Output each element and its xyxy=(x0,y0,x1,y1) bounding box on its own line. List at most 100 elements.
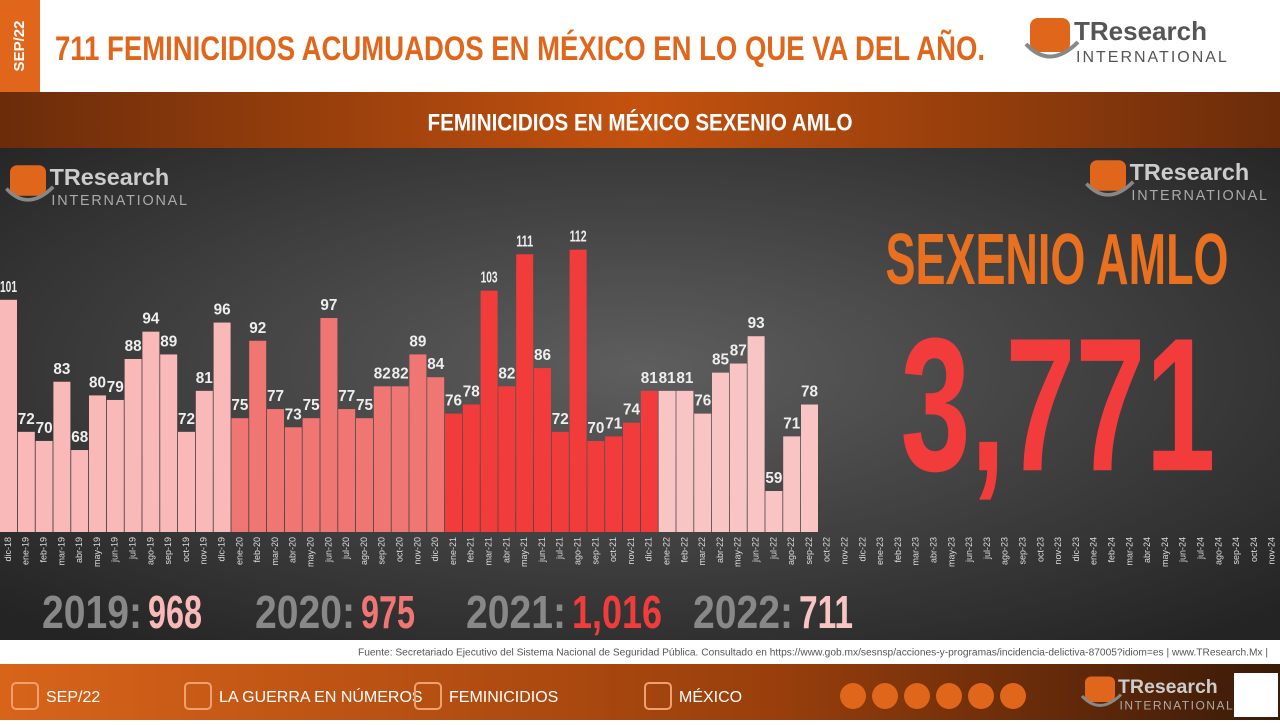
x-tick-label: feb-22 xyxy=(679,537,689,563)
footer-item: SEP/22 xyxy=(46,689,100,706)
bar xyxy=(320,318,338,532)
bar xyxy=(765,491,783,532)
data-label: 72 xyxy=(552,411,569,428)
x-tick-label: jul-20 xyxy=(341,537,351,560)
logo-tagline: INTERNATIONAL xyxy=(1131,188,1268,204)
social-icon xyxy=(872,683,898,709)
x-tick-label: nov-21 xyxy=(626,537,636,565)
data-label: 82 xyxy=(374,365,391,382)
logo-name: TResearch xyxy=(1130,159,1250,185)
logo-icon xyxy=(1090,160,1126,191)
logo-name: TResearch xyxy=(1118,676,1218,698)
footer-icon xyxy=(644,682,672,710)
bar xyxy=(801,404,818,532)
x-tick-label: jul-24 xyxy=(1195,537,1205,560)
data-label: 77 xyxy=(267,388,284,405)
x-tick-label: abr-19 xyxy=(74,537,84,563)
data-label: 86 xyxy=(534,347,551,364)
headline-label: SEXENIO AMLO xyxy=(886,220,1229,300)
bar xyxy=(302,418,320,532)
data-label: 111 xyxy=(516,233,533,250)
bar xyxy=(89,395,106,532)
total-year: 2022: xyxy=(693,586,793,638)
bar xyxy=(142,331,160,532)
edition: SEP/22 xyxy=(11,21,28,72)
bar xyxy=(587,440,605,532)
data-label: 78 xyxy=(463,384,480,401)
x-tick-label: abr-22 xyxy=(715,537,725,563)
x-tick-label: mar-20 xyxy=(270,537,280,566)
x-tick-label: may-20 xyxy=(305,537,315,567)
source: Fuente: Secretariado Ejecutivo del Siste… xyxy=(358,648,1268,659)
x-tick-label: nov-22 xyxy=(839,537,849,565)
data-label: 82 xyxy=(392,365,409,382)
x-tick-label: jun-23 xyxy=(964,537,974,563)
bar xyxy=(445,413,462,532)
data-label: 71 xyxy=(605,415,622,432)
x-tick-label: sep-20 xyxy=(377,537,387,565)
data-label: 85 xyxy=(712,352,729,369)
logo-name: TResearch xyxy=(50,164,170,190)
data-label: 88 xyxy=(125,338,142,355)
x-tick-label: nov-24 xyxy=(1267,537,1277,565)
x-tick-label: ene-23 xyxy=(875,537,885,565)
x-tick-label: sep-23 xyxy=(1017,537,1027,565)
x-tick-label: dic-20 xyxy=(430,537,440,562)
bar xyxy=(676,390,694,532)
logo-icon xyxy=(1030,18,1070,52)
x-tick-label: oct-23 xyxy=(1035,537,1045,562)
data-label: 79 xyxy=(107,379,124,396)
x-tick-label: ago-23 xyxy=(1000,537,1010,565)
x-tick-label: abr-24 xyxy=(1142,537,1152,563)
x-tick-label: jun-19 xyxy=(110,537,120,563)
data-label: 74 xyxy=(623,402,640,419)
chart-bg xyxy=(0,148,1280,640)
bar xyxy=(551,431,569,532)
bar xyxy=(356,418,373,532)
data-label: 71 xyxy=(783,415,800,432)
bar xyxy=(106,399,124,532)
x-tick-label: jun-24 xyxy=(1178,537,1188,563)
data-label: 75 xyxy=(356,397,373,414)
x-tick-label: sep-24 xyxy=(1231,537,1241,565)
x-tick-label: dic-18 xyxy=(3,537,13,562)
x-tick-label: ago-20 xyxy=(359,537,369,565)
data-label: 93 xyxy=(748,315,765,332)
data-label: 77 xyxy=(338,388,355,405)
footer-icon xyxy=(11,682,39,710)
logo-swoosh xyxy=(1080,693,1123,707)
data-label: 96 xyxy=(214,302,231,319)
data-label: 89 xyxy=(409,333,426,350)
bar xyxy=(178,431,195,532)
x-tick-label: mar-21 xyxy=(483,537,493,566)
bar xyxy=(249,340,267,532)
bar xyxy=(195,390,213,532)
social-icon xyxy=(1000,683,1026,709)
x-tick-label: may-23 xyxy=(946,537,956,567)
data-label: 81 xyxy=(659,370,676,387)
x-tick-label: mar-22 xyxy=(697,537,707,566)
logo-swoosh xyxy=(5,185,55,202)
logo-tagline: INTERNATIONAL xyxy=(1120,699,1235,713)
x-tick-label: ene-24 xyxy=(1089,537,1099,565)
total-value: 1,016 xyxy=(572,586,662,638)
bar xyxy=(124,358,142,532)
total-year: 2020: xyxy=(255,586,355,638)
x-tick-label: dic-23 xyxy=(1071,537,1081,562)
data-label: 80 xyxy=(89,374,106,391)
bar xyxy=(267,409,284,532)
subtitle-band xyxy=(0,92,1280,148)
footer-item: MÉXICO xyxy=(679,687,742,706)
x-tick-label: ene-21 xyxy=(448,537,458,565)
bar xyxy=(605,436,623,532)
x-tick-label: may-24 xyxy=(1160,537,1170,567)
x-tick-label: jun-20 xyxy=(323,537,333,563)
data-label: 78 xyxy=(801,384,818,401)
logo-icon xyxy=(1085,676,1115,702)
data-label: 75 xyxy=(231,397,248,414)
bar xyxy=(658,390,676,532)
data-label: 70 xyxy=(36,420,53,437)
data-label: 81 xyxy=(641,370,658,387)
qr-code xyxy=(1234,673,1278,717)
